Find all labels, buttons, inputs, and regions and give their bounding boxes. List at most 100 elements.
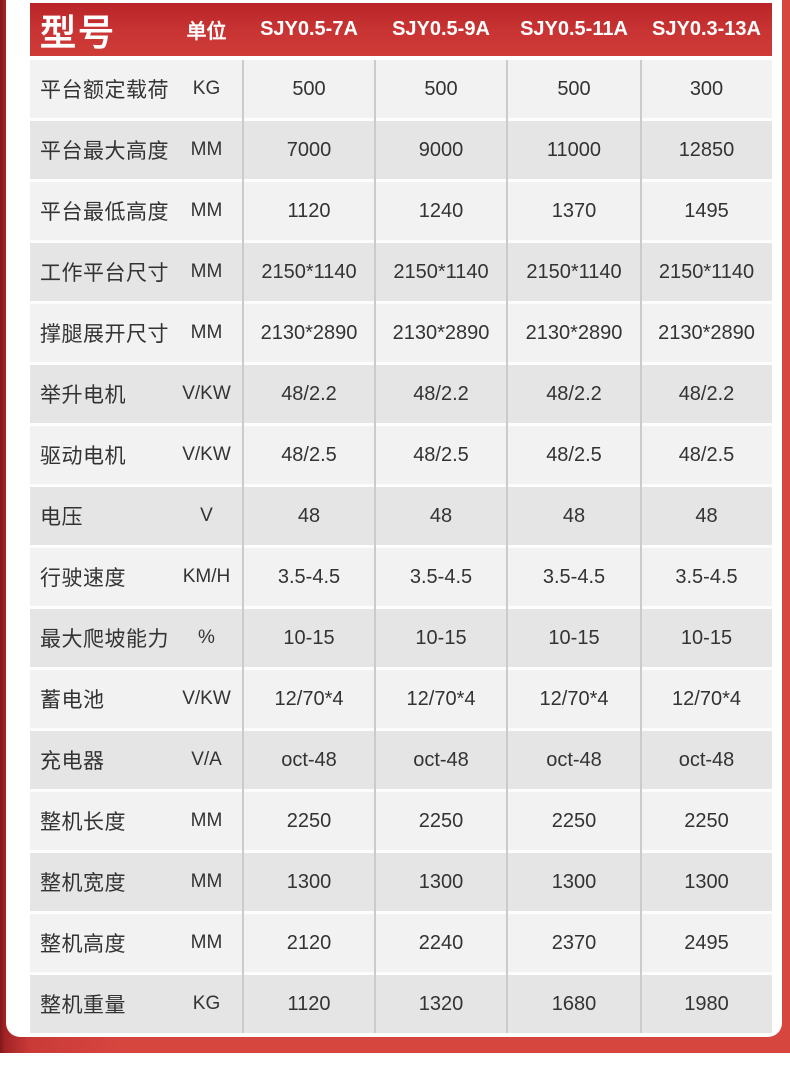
spec-row: 整机宽度 MM 1300 1300 1300 1300 (30, 853, 772, 914)
spec-row-unit: MM (190, 200, 223, 221)
spec-row-value: 3.5-4.5 (675, 565, 738, 588)
spec-row-value: 12/70*4 (406, 687, 476, 710)
spec-row: 平台最低高度 MM 1120 1240 1370 1495 (30, 182, 772, 243)
spec-row-value: 48 (695, 504, 718, 527)
spec-row-value: 12850 (678, 138, 735, 161)
spec-row: 电压 V 48 48 48 48 (30, 487, 772, 548)
spec-row-value: 10-15 (548, 626, 600, 649)
spec-row-value: oct-48 (413, 748, 469, 771)
spec-row: 撑腿展开尺寸 MM 2130*2890 2130*2890 2130*2890 … (30, 304, 772, 365)
spec-row: 举升电机 V/KW 48/2.2 48/2.2 48/2.2 48/2.2 (30, 365, 772, 426)
spec-row-value: 2495 (684, 931, 729, 954)
spec-row-value: 3.5-4.5 (409, 565, 473, 588)
spec-row-value: 1370 (551, 199, 597, 222)
spec-row-value: 2240 (418, 931, 464, 954)
spec-row-value: 11000 (546, 138, 602, 161)
spec-row-label: 平台额定载荷 (40, 79, 169, 102)
column-divider (374, 60, 376, 1033)
spec-table: 型号 单位 SJY0.5-7A SJY0.5-9A SJY0.5-11A SJY… (30, 3, 772, 1036)
spec-row: 整机重量 KG 1120 1320 1680 1980 (30, 975, 772, 1036)
spec-row-unit: MM (190, 932, 223, 953)
spec-row-value: 48 (429, 504, 453, 527)
spec-row-unit: % (198, 627, 215, 648)
spec-row-label: 整机高度 (40, 933, 126, 956)
spec-row-value: 1120 (287, 199, 331, 222)
spec-row-value: 500 (292, 77, 326, 100)
spec-row-value: 48/2.5 (413, 443, 469, 466)
spec-row-value: 12/70*4 (539, 687, 609, 710)
spec-row-unit: MM (190, 261, 223, 282)
column-divider (640, 60, 642, 1033)
spec-row-label: 驱动电机 (40, 445, 126, 468)
spec-row-label: 蓄电池 (40, 689, 105, 712)
spec-row-value: 2130*2890 (525, 321, 623, 344)
spec-row-value: 1240 (418, 199, 464, 222)
spec-row-label: 工作平台尺寸 (40, 262, 169, 285)
spec-row: 平台额定载荷 KG 500 500 500 300 (30, 60, 772, 121)
spec-row-value: 7000 (286, 138, 332, 161)
spec-row-value: 2150*1140 (261, 260, 357, 283)
spec-row-value: 48/2.2 (413, 382, 469, 405)
spec-row-value: 1300 (286, 870, 332, 893)
spec-table-header: 型号 单位 SJY0.5-7A SJY0.5-9A SJY0.5-11A SJY… (30, 3, 772, 56)
spec-row-value: 1320 (418, 992, 464, 1015)
spec-row-value: 48/2.2 (281, 382, 337, 405)
model-name-header-3: SJY0.5-11A (520, 18, 628, 40)
column-divider (242, 60, 244, 1033)
spec-row: 整机高度 MM 2120 2240 2370 2495 (30, 914, 772, 975)
model-name-header-1: SJY0.5-7A (260, 18, 358, 40)
spec-row-value: 1300 (684, 870, 729, 893)
spec-row-label: 整机宽度 (40, 872, 126, 895)
model-column-header: 型号 (40, 11, 117, 53)
spec-row-value: 2370 (551, 931, 597, 954)
spec-row-unit: MM (190, 322, 223, 343)
spec-row-value: 48/2.2 (546, 382, 602, 405)
spec-row-value: 48/2.2 (678, 382, 735, 405)
spec-row-unit: V (200, 505, 213, 526)
spec-row-unit: V/A (191, 749, 222, 770)
spec-row-value: 1680 (551, 992, 597, 1015)
spec-row-value: 1495 (684, 199, 729, 222)
spec-row-label: 平台最大高度 (40, 140, 169, 163)
spec-row: 最大爬坡能力 % 10-15 10-15 10-15 10-15 (30, 609, 772, 670)
spec-row-value: 300 (689, 77, 724, 100)
spec-row-value: 2130*2890 (392, 321, 490, 344)
spec-row-unit: V/KW (182, 383, 231, 404)
spec-row: 整机长度 MM 2250 2250 2250 2250 (30, 792, 772, 853)
spec-row-value: 500 (557, 77, 591, 100)
spec-row-value: 1300 (551, 870, 597, 893)
spec-row-value: 1120 (287, 992, 331, 1015)
spec-row-value: 9000 (418, 138, 464, 161)
spec-row-value: 2130*2890 (260, 321, 358, 344)
spec-row-value: oct-48 (281, 748, 337, 771)
spec-row-value: 48/2.5 (281, 443, 337, 466)
spec-row-unit: MM (190, 810, 223, 831)
spec-row-value: oct-48 (678, 748, 735, 771)
spec-row-label: 举升电机 (40, 384, 126, 407)
spec-table-body: 平台额定载荷 KG 500 500 500 300 平台最大高度 MM 7000… (30, 60, 772, 1036)
spec-row-value: 10-15 (415, 626, 467, 649)
spec-row-label: 最大爬坡能力 (40, 628, 169, 651)
spec-row-value: 2250 (684, 809, 729, 832)
spec-row-value: 2250 (551, 809, 597, 832)
spec-row-label: 撑腿展开尺寸 (40, 323, 169, 346)
spec-row: 充电器 V/A oct-48 oct-48 oct-48 oct-48 (30, 731, 772, 792)
column-divider (506, 60, 508, 1033)
spec-row-unit: MM (190, 139, 223, 160)
spec-row-value: oct-48 (546, 748, 602, 771)
spec-row-value: 12/70*4 (274, 687, 344, 710)
spec-row-value: 3.5-4.5 (277, 565, 341, 588)
spec-row: 行驶速度 KM/H 3.5-4.5 3.5-4.5 3.5-4.5 3.5-4.… (30, 548, 772, 609)
spec-row-unit: MM (190, 871, 223, 892)
spec-row-value: 12/70*4 (672, 687, 741, 710)
spec-row-value: 48/2.5 (546, 443, 602, 466)
spec-row: 工作平台尺寸 MM 2150*1140 2150*1140 2150*1140 … (30, 243, 772, 304)
spec-row-value: 2150*1140 (526, 260, 622, 283)
spec-row-value: 2150*1140 (658, 260, 755, 283)
spec-card: 型号 单位 SJY0.5-7A SJY0.5-9A SJY0.5-11A SJY… (6, 0, 782, 1037)
model-name-header-2: SJY0.5-9A (392, 18, 490, 40)
spec-row-label: 电压 (40, 506, 83, 529)
spec-row-value: 2250 (418, 809, 464, 832)
spec-row-label: 充电器 (40, 750, 105, 773)
spec-row-label: 整机长度 (40, 811, 126, 834)
